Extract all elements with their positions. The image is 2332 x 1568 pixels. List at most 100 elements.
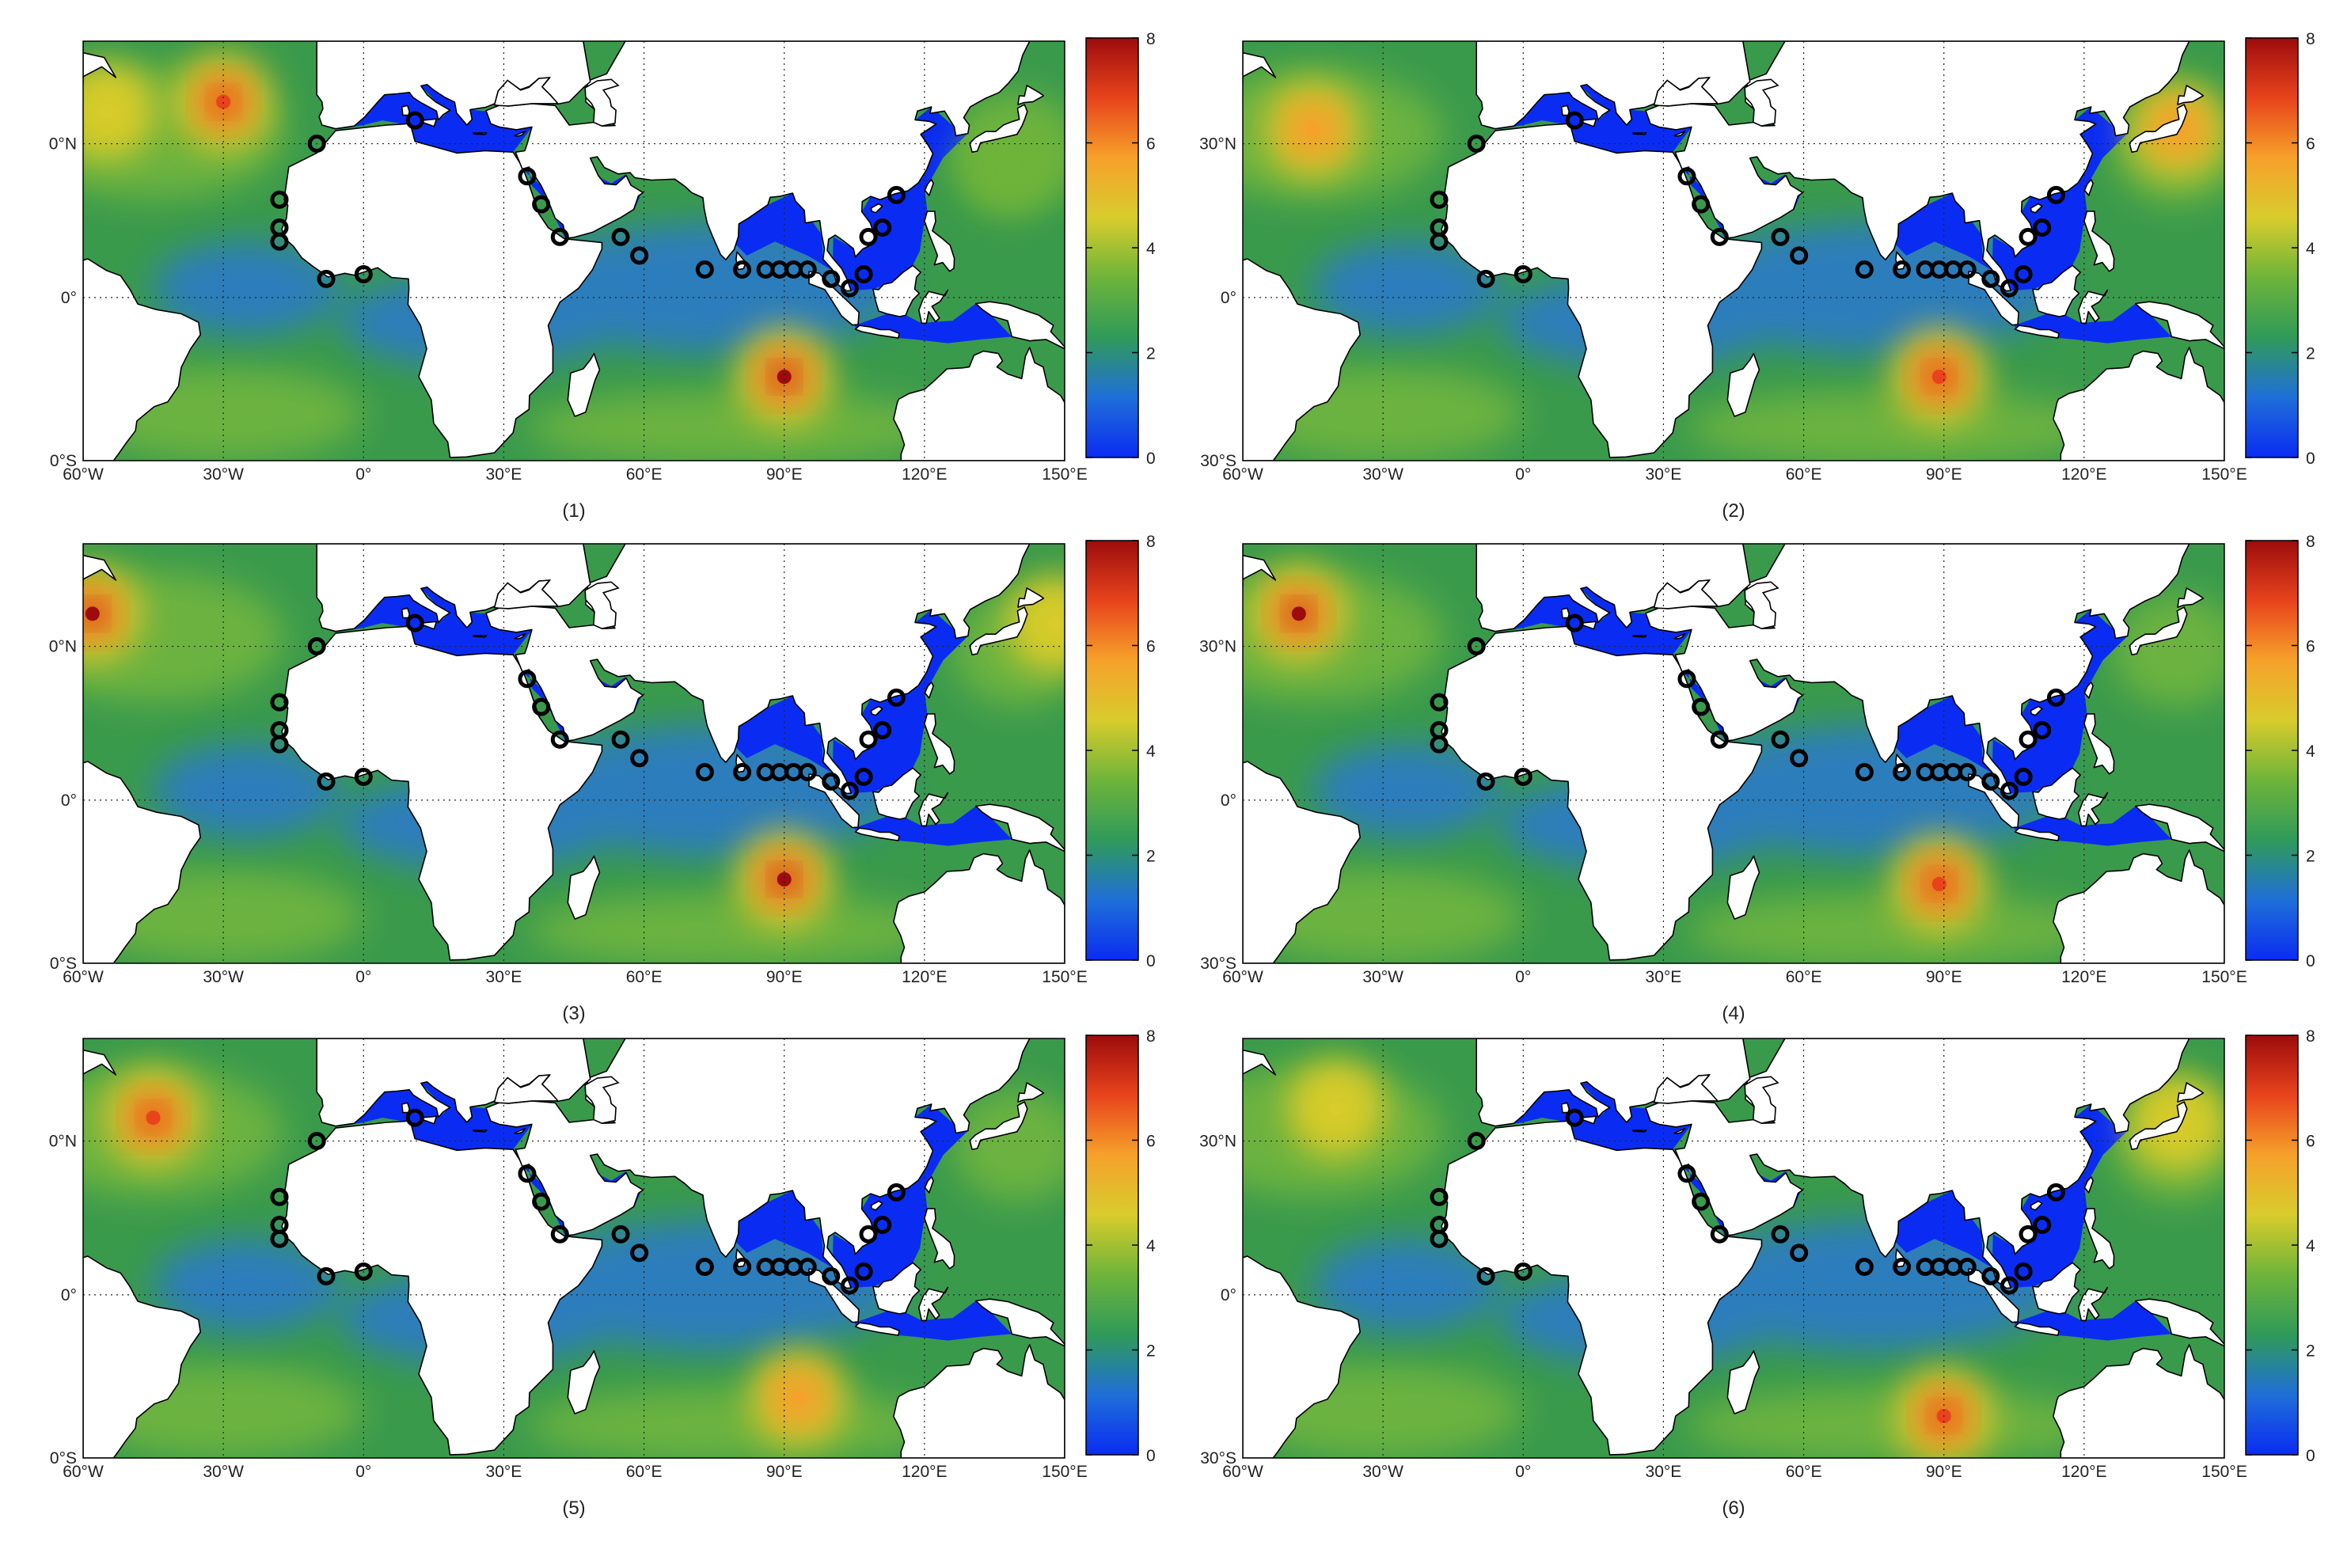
land-sulawesi bbox=[2078, 289, 2109, 325]
station-marker bbox=[1710, 1224, 1729, 1243]
colorbar-tick-label: 6 bbox=[2306, 135, 2315, 154]
land-philippines bbox=[924, 713, 955, 775]
station-marker bbox=[611, 730, 630, 749]
station-marker bbox=[1893, 1258, 1912, 1277]
graticule bbox=[83, 1038, 1065, 1458]
map-plot: 60°W 30°W 0° 30°E 60°E 90°E 120°E 150°E 30°S 0° 30… bbox=[1199, 1027, 2315, 1481]
land-borneo bbox=[872, 1262, 921, 1315]
station-marker bbox=[270, 1187, 289, 1206]
land-europe bbox=[1476, 544, 1751, 632]
station-marker bbox=[887, 185, 906, 204]
inland-sea-caspian bbox=[584, 1076, 620, 1125]
lon-tick-label: 60°E bbox=[1786, 465, 1822, 484]
station-marker bbox=[822, 1266, 841, 1285]
land-madagascar bbox=[1726, 855, 1760, 920]
land-hainan bbox=[870, 203, 883, 214]
wave-hotspot bbox=[83, 564, 142, 663]
lon-tick-label: 30°E bbox=[1646, 465, 1682, 484]
land-hainan bbox=[2030, 1200, 2043, 1211]
colorbar-tick-label: 4 bbox=[2306, 1237, 2315, 1255]
land-europe bbox=[1476, 1038, 1751, 1127]
land-hainan bbox=[870, 705, 883, 716]
lon-tick-label: 60°W bbox=[63, 465, 104, 484]
station-marker bbox=[733, 763, 752, 782]
station-marker bbox=[2019, 1224, 2038, 1243]
colorbar-tick-label: 2 bbox=[2306, 848, 2315, 866]
station-marker bbox=[854, 767, 873, 786]
land-taiwan bbox=[924, 1176, 934, 1194]
land-japan bbox=[969, 104, 1028, 153]
station-marker bbox=[798, 763, 817, 782]
map-frame bbox=[1242, 543, 2225, 964]
lon-tick-label: 30°W bbox=[1362, 968, 1403, 986]
station-marker bbox=[1514, 767, 1533, 786]
land-crete bbox=[1632, 132, 1647, 135]
colorbar-tick-label: 6 bbox=[2306, 638, 2315, 656]
graticule bbox=[83, 41, 1065, 461]
land-sardinia bbox=[401, 104, 410, 116]
station-marker bbox=[1677, 1164, 1696, 1183]
station-marker bbox=[1467, 135, 1486, 154]
land-asia bbox=[485, 41, 1031, 292]
station-marker bbox=[405, 1108, 424, 1127]
station-marker bbox=[307, 135, 326, 154]
station-marker bbox=[1476, 1266, 1495, 1285]
lon-tick-label: 60°W bbox=[1222, 465, 1263, 484]
station-marker bbox=[873, 721, 892, 740]
lat-tick-label: 0°N bbox=[49, 135, 77, 154]
colorbar-tick-label: 2 bbox=[2306, 1342, 2315, 1361]
station-marker bbox=[1855, 763, 1874, 782]
panel-label: (4) bbox=[1722, 1003, 1745, 1024]
land-new-guinea bbox=[975, 803, 1065, 852]
land-cyprus bbox=[514, 130, 526, 137]
station-marker bbox=[1514, 264, 1533, 283]
station-marker bbox=[317, 269, 336, 288]
station-marker bbox=[270, 693, 289, 712]
land-asia bbox=[485, 544, 1031, 795]
colorbar-tick-label: 2 bbox=[1146, 848, 1156, 866]
land-asia bbox=[1645, 41, 2190, 292]
station-markers bbox=[270, 1108, 906, 1295]
land-japan bbox=[969, 606, 1028, 655]
lon-tick-label: 90°E bbox=[766, 1463, 803, 1481]
lon-tick-label: 90°E bbox=[766, 465, 803, 484]
lon-tick-label: 30°W bbox=[1362, 1463, 1403, 1481]
station-marker bbox=[1790, 749, 1809, 768]
land-australia bbox=[2053, 849, 2224, 963]
station-marker bbox=[1692, 1192, 1711, 1211]
station-marker bbox=[270, 735, 289, 754]
station-marker bbox=[840, 1276, 859, 1295]
wave-hotspot bbox=[1263, 80, 1362, 179]
land-cyprus bbox=[514, 632, 526, 640]
lon-tick-label: 150°E bbox=[1042, 968, 1087, 986]
colorbar-tick-label: 0 bbox=[1146, 952, 1156, 970]
station-marker bbox=[630, 749, 649, 768]
colorbar-tick-label: 4 bbox=[1146, 1237, 1156, 1255]
land-north-america bbox=[83, 1038, 117, 1083]
station-marker bbox=[1692, 697, 1711, 716]
land-philippines bbox=[2083, 713, 2115, 775]
map-panel-4: 60°W 30°W 0° 30°E 60°E 90°E 120°E 150°E 30°S 0° 30… bbox=[1160, 503, 2323, 1025]
station-marker bbox=[2046, 688, 2065, 707]
land-java bbox=[854, 827, 900, 841]
land-sardinia bbox=[1560, 607, 1570, 619]
station-marker bbox=[887, 1183, 906, 1202]
lon-tick-label: 60°W bbox=[63, 968, 104, 986]
inland-sea-black-sea bbox=[1653, 76, 1719, 107]
land-north-america bbox=[1243, 1038, 1277, 1083]
colorbar-tick-label: 6 bbox=[1146, 1133, 1156, 1151]
lon-tick-label: 60°E bbox=[1786, 968, 1822, 986]
lon-tick-label: 0° bbox=[1515, 968, 1531, 986]
graticule bbox=[83, 544, 1065, 963]
graticule bbox=[1243, 41, 2224, 461]
lon-tick-label: 30°E bbox=[486, 465, 522, 484]
lon-tick-label: 30°W bbox=[1362, 465, 1403, 484]
station-marker bbox=[550, 730, 569, 749]
station-marker bbox=[2000, 1276, 2019, 1295]
station-marker bbox=[2000, 279, 2019, 298]
station-marker bbox=[307, 1132, 326, 1151]
land-sulawesi bbox=[918, 1286, 949, 1322]
land-hokkaido bbox=[1017, 1082, 1045, 1103]
wave-hotspot bbox=[1249, 564, 1348, 663]
lat-tick-label: 0° bbox=[61, 1286, 77, 1304]
